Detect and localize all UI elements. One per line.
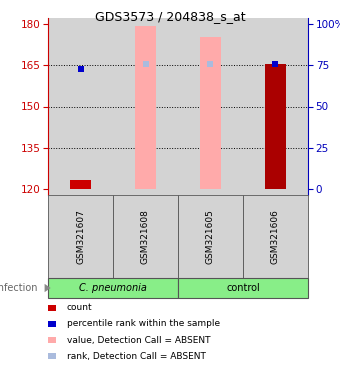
Text: GSM321607: GSM321607: [76, 209, 85, 264]
Bar: [48, 278, 178, 298]
Bar: [70, 180, 91, 189]
Bar: [135, 26, 156, 189]
Text: count: count: [67, 303, 92, 313]
Text: C. pneumonia: C. pneumonia: [79, 283, 147, 293]
Text: value, Detection Call = ABSENT: value, Detection Call = ABSENT: [67, 336, 210, 344]
Bar: [265, 64, 286, 189]
Text: GDS3573 / 204838_s_at: GDS3573 / 204838_s_at: [95, 10, 245, 23]
Text: GSM321608: GSM321608: [141, 209, 150, 264]
Bar: [48, 195, 113, 278]
Text: GSM321605: GSM321605: [206, 209, 215, 264]
Bar: [113, 195, 178, 278]
Bar: [200, 37, 221, 189]
Text: infection: infection: [0, 283, 38, 293]
Text: control: control: [226, 283, 260, 293]
Polygon shape: [45, 284, 51, 292]
Bar: [48, 305, 56, 311]
Text: GSM321606: GSM321606: [271, 209, 280, 264]
Bar: [243, 195, 308, 278]
Bar: [48, 321, 56, 327]
Bar: [48, 337, 56, 343]
Text: percentile rank within the sample: percentile rank within the sample: [67, 319, 220, 328]
Bar: [178, 278, 308, 298]
Bar: [178, 195, 243, 278]
Text: rank, Detection Call = ABSENT: rank, Detection Call = ABSENT: [67, 351, 206, 361]
Bar: [48, 353, 56, 359]
